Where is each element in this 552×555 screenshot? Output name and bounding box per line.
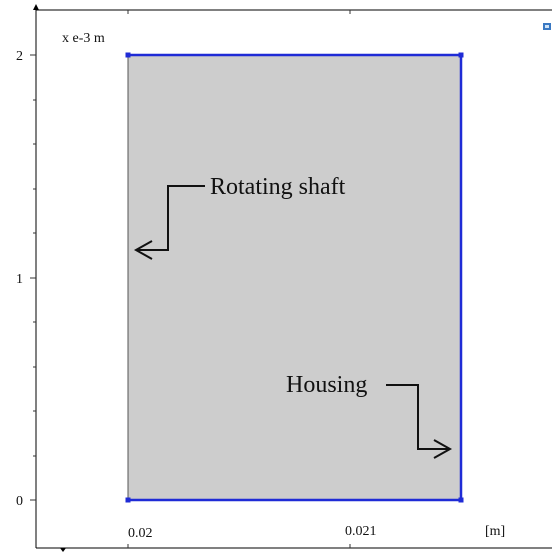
housing-annotation: Housing [286,372,453,459]
x-tick-label-0-02: 0.02 [128,526,153,541]
x-unit-label: [m] [485,524,505,539]
vertex-point [458,52,464,58]
shaft-arrow-line [136,185,205,251]
y-tick-label-0: 0 [16,494,23,509]
housing-arrow-line [386,384,449,450]
x-tick-label-0-021: 0.021 [345,524,377,539]
x-axis-arrowhead-icon [60,548,66,552]
shaft-annotation: Rotating shaft [133,174,346,260]
shaft-arrowhead-icon [133,240,153,260]
corner-widget-icon[interactable] [543,23,551,30]
y-unit-label: x e-3 m [62,31,105,46]
vertex-point [125,52,131,58]
vertex-point [458,497,464,503]
domain-rectangle [128,55,461,500]
x-ticks [127,10,351,548]
y-tick-label-1: 1 [16,272,23,287]
y-ticks [30,54,36,501]
housing-arrowhead-icon [433,439,453,459]
housing-label: Housing [286,372,367,398]
y-axis-arrowhead-icon [33,4,39,10]
vertex-point [125,497,131,503]
geometry-region [125,52,464,503]
shaft-label: Rotating shaft [210,174,346,200]
y-tick-label-2: 2 [16,49,23,64]
